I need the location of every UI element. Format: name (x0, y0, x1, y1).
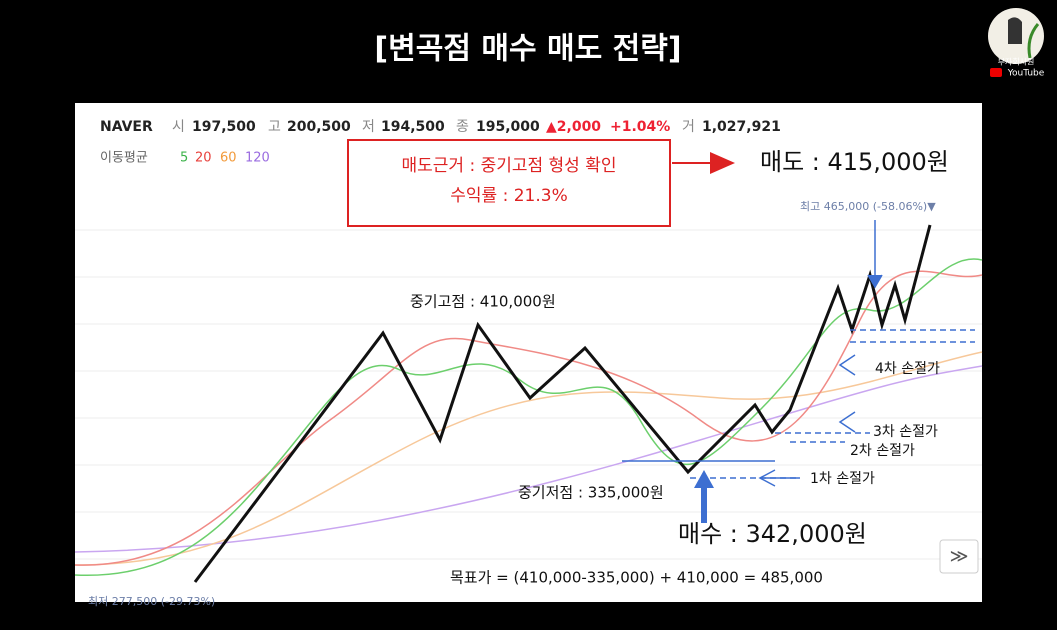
logo-platform: YouTube (1007, 69, 1045, 79)
label: 저 (362, 119, 375, 135)
reason-box (347, 139, 671, 227)
mid-high: 중기고점 : 410,000원 (410, 293, 556, 311)
more-button[interactable] (939, 539, 979, 574)
high-label: 최고 465,000 (-58.06%)▼ (800, 200, 936, 213)
stop-label: 1차 손절가 (810, 471, 875, 487)
stop-label: 4차 손절가 (875, 361, 940, 377)
arrow-head (710, 152, 735, 174)
stop-label: 2차 손절가 (850, 443, 915, 459)
sell-reason: 매도근거 : 중기고점 형성 확인 (401, 156, 616, 176)
ticker: NAVER (100, 119, 153, 135)
ma-period: 60 (220, 151, 237, 166)
buy-arrow (694, 470, 714, 523)
low-label: 최저 277,500 (-29.73%) (88, 595, 215, 608)
value: 194,500 (381, 119, 445, 135)
value: 195,000 (476, 119, 540, 135)
buy-label: 매수 : 342,000원 (678, 520, 867, 548)
moving-averages (74, 258, 983, 576)
label: 고 (268, 119, 281, 135)
ma-period: 120 (245, 151, 270, 166)
change-pct: +1.04% (610, 119, 670, 135)
label: 시 (172, 119, 185, 135)
value: 1,027,921 (702, 119, 781, 135)
guides (622, 220, 975, 487)
label: 종 (456, 119, 469, 135)
quote-bar: NAVER 시 197,500 고 200,500 저 194,500 종 19… (100, 119, 781, 135)
logo-channel: 부자회사원 (998, 58, 1035, 67)
ma-period: 20 (195, 151, 212, 166)
return: 수익률 : 21.3% (450, 186, 567, 206)
logo: 부자회사원 YouTube (988, 8, 1045, 79)
target: 목표가 = (410,000-335,000) + 410,000 = 485,… (450, 569, 823, 587)
value: 197,500 (192, 119, 256, 135)
grid (75, 229, 982, 560)
more-icon[interactable]: ≫ (950, 546, 969, 567)
change: ▲2,000 (546, 119, 601, 135)
label: 거 (682, 119, 695, 135)
mid-low: 중기저점 : 335,000원 (518, 484, 664, 502)
sell-label: 매도 : 415,000원 (760, 148, 949, 176)
value: 200,500 (287, 119, 351, 135)
slide-title: [변곡점 매수 매도 전략] (374, 32, 681, 67)
ma-legend: 이동평균 5 20 60 120 (100, 151, 270, 166)
ma-period: 5 (180, 151, 188, 166)
trend-zigzag (193, 224, 932, 583)
ma-label: 이동평균 (100, 151, 148, 166)
stop-label: 3차 손절가 (873, 424, 938, 440)
